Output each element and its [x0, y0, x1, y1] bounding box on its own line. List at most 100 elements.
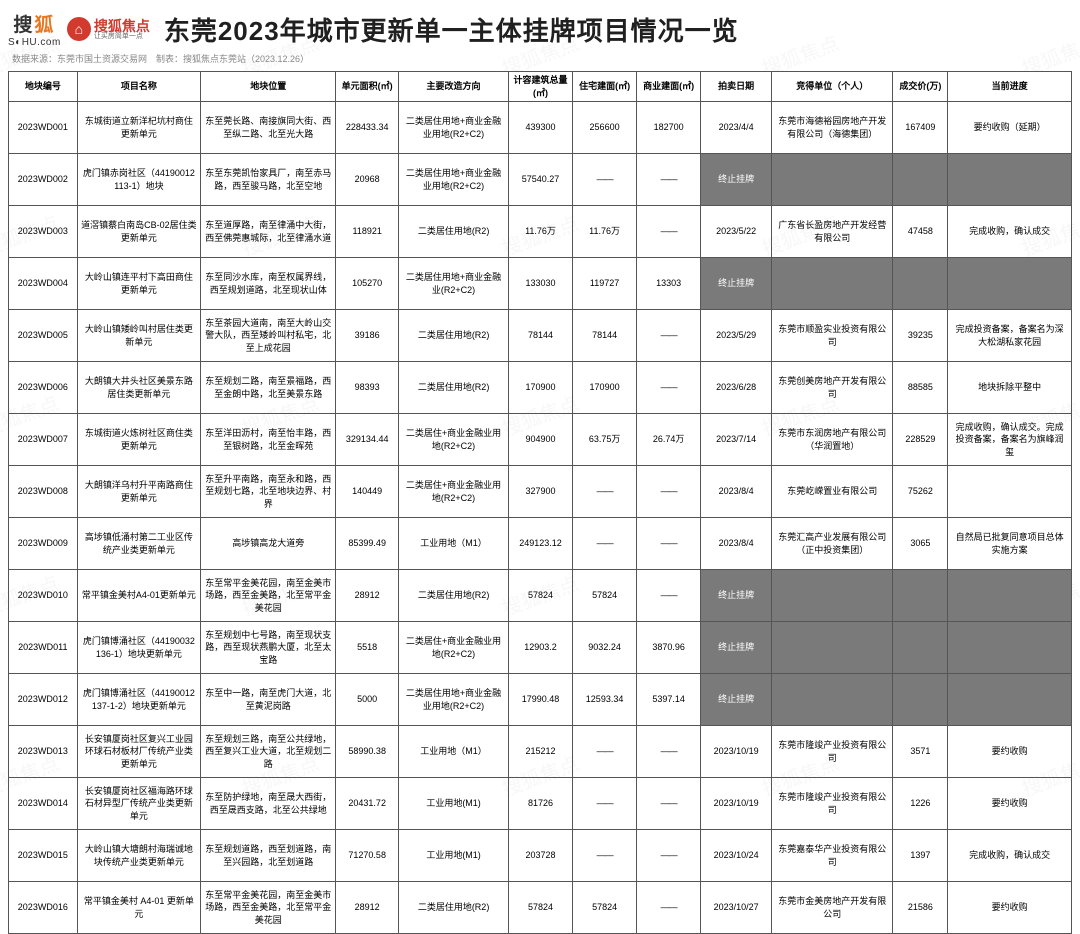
table-cell: 249123.12 — [508, 518, 572, 570]
table-cell: 133030 — [508, 258, 572, 310]
table-cell: 20431.72 — [336, 778, 399, 830]
table-cell: 要约收购 — [948, 778, 1072, 830]
table-cell: 2023WD001 — [9, 102, 78, 154]
table-cell: 2023WD008 — [9, 466, 78, 518]
table-cell: 虎门镇赤岗社区（44190012113-1）地块 — [77, 154, 201, 206]
table-cell: 二类居住用地+商业金融业用地(R2+C2) — [399, 674, 509, 726]
table-cell — [948, 570, 1072, 622]
table-cell: 东至道厚路，南至律涌中大街，西至佛莞惠城际，北至律涌水道 — [201, 206, 336, 258]
table-cell: 78144 — [508, 310, 572, 362]
data-table: 地块编号项目名称地块位置单元面积(㎡)主要改造方向计容建筑总量(㎡)住宅建面(㎡… — [8, 71, 1072, 934]
sohu-en: S◐HU.com — [8, 37, 61, 48]
table-cell: 完成收购，确认成交。完成投资备案，备案名为旗峰润玺 — [948, 414, 1072, 466]
table-cell: 140449 — [336, 466, 399, 518]
table-cell: 二类居住用地+商业金融业用地(R2+C2) — [399, 102, 509, 154]
table-cell: 5000 — [336, 674, 399, 726]
table-cell: 终止挂牌 — [701, 154, 772, 206]
table-cell: 完成收购，确认成交 — [948, 830, 1072, 882]
table-cell: 长安镇厦岗社区复兴工业园环球石材板材厂传统产业类更新单元 — [77, 726, 201, 778]
table-cell: 5518 — [336, 622, 399, 674]
table-row: 2023WD012虎门镇博涌社区（44190012137-1-2）地块更新单元东… — [9, 674, 1072, 726]
table-cell: 终止挂牌 — [701, 258, 772, 310]
table-cell: —— — [573, 726, 637, 778]
table-cell — [948, 622, 1072, 674]
logo-block: 搜狐 S◐HU.com ⌂ 搜狐焦点 让买房简单一点 — [8, 10, 150, 48]
table-row: 2023WD011虎门镇博涌社区（44190032136-1）地块更新单元东至规… — [9, 622, 1072, 674]
table-cell: —— — [637, 830, 701, 882]
table-cell: 东至同沙水库，南至权属界线，西至规划道路，北至现状山体 — [201, 258, 336, 310]
table-row: 2023WD009高埗镇低涌村第二工业区传统产业类更新单元高埗镇高龙大道旁853… — [9, 518, 1072, 570]
table-cell — [772, 570, 893, 622]
table-cell: 57824 — [508, 570, 572, 622]
table-cell: 2023WD014 — [9, 778, 78, 830]
table-cell: 大岭山镇连平村下高田商住更新单元 — [77, 258, 201, 310]
table-row: 2023WD016常平镇金美村 A4-01 更新单元东至常平金美花园，南至金美市… — [9, 882, 1072, 934]
table-cell: 203728 — [508, 830, 572, 882]
page-container: 搜狐 S◐HU.com ⌂ 搜狐焦点 让买房简单一点 东莞2023年城市更新单一… — [0, 0, 1080, 934]
table-cell: 东至规划二路，南至景福路，西至金朗中路，北至美景东路 — [201, 362, 336, 414]
table-cell: 要约收购 — [948, 882, 1072, 934]
table-row: 2023WD010常平镇金美村A4-01更新单元东至常平金美花园，南至金美市场路… — [9, 570, 1072, 622]
table-cell: 2023WD012 — [9, 674, 78, 726]
table-cell: 327900 — [508, 466, 572, 518]
table-cell: 3870.96 — [637, 622, 701, 674]
table-cell: 东莞市隆竣产业投资有限公司 — [772, 726, 893, 778]
table-cell: —— — [573, 778, 637, 830]
table-cell: 3065 — [893, 518, 948, 570]
table-cell: 71270.58 — [336, 830, 399, 882]
table-cell: 东莞市金美房地产开发有限公司 — [772, 882, 893, 934]
table-cell: 5397.14 — [637, 674, 701, 726]
table-cell — [893, 570, 948, 622]
table-cell: 大岭山镇矮岭叫村居住类更新单元 — [77, 310, 201, 362]
table-cell: 东至规划中七号路，南至现状支路，西至现状燕鹏大厦，北至太宝路 — [201, 622, 336, 674]
table-cell: 2023/10/19 — [701, 778, 772, 830]
col-header: 主要改造方向 — [399, 72, 509, 102]
table-cell: —— — [637, 466, 701, 518]
table-cell: 39235 — [893, 310, 948, 362]
table-cell: 常平镇金美村A4-01更新单元 — [77, 570, 201, 622]
table-cell: 工业用地（M1） — [399, 726, 509, 778]
table-cell: 58990.38 — [336, 726, 399, 778]
table-row: 2023WD005大岭山镇矮岭叫村居住类更新单元东至茶园大道南，南至大岭山交警大… — [9, 310, 1072, 362]
table-cell: 工业用地(M1) — [399, 830, 509, 882]
focus-logo: ⌂ 搜狐焦点 让买房简单一点 — [67, 17, 150, 41]
table-cell: 119727 — [573, 258, 637, 310]
table-cell: 东至常平金美花园，南至金美市场路，西至金美路，北至常平金美花园 — [201, 570, 336, 622]
table-cell: 二类居住+商业金融业用地(R2+C2) — [399, 466, 509, 518]
sohu-cn-1: 搜 — [13, 15, 34, 36]
table-cell: 要约收购 — [948, 726, 1072, 778]
table-cell: 17990.48 — [508, 674, 572, 726]
table-cell — [948, 154, 1072, 206]
table-cell: 自然局已批复同意项目总体实施方案 — [948, 518, 1072, 570]
table-cell: 二类居住+商业金融业用地(R2+C2) — [399, 414, 509, 466]
sohu-logo: 搜狐 S◐HU.com — [8, 10, 61, 48]
table-row: 2023WD002虎门镇赤岗社区（44190012113-1）地块东至东莞凯怡家… — [9, 154, 1072, 206]
col-header: 计容建筑总量(㎡) — [508, 72, 572, 102]
table-cell: 二类居住用地+商业金融业用地(R2+C2) — [399, 154, 509, 206]
table-cell: 228433.34 — [336, 102, 399, 154]
table-cell — [893, 674, 948, 726]
focus-slogan: 让买房简单一点 — [94, 33, 150, 40]
table-cell: 11.76万 — [573, 206, 637, 258]
table-cell: —— — [637, 154, 701, 206]
sohu-cn-2: 狐 — [34, 15, 55, 36]
table-cell: 2023WD007 — [9, 414, 78, 466]
table-cell: —— — [637, 570, 701, 622]
table-cell: —— — [637, 882, 701, 934]
table-cell: 2023WD011 — [9, 622, 78, 674]
table-cell: 167409 — [893, 102, 948, 154]
table-cell: 28912 — [336, 570, 399, 622]
table-cell: 88585 — [893, 362, 948, 414]
table-cell: 东莞市东润房地产有限公司（华润置地） — [772, 414, 893, 466]
table-cell: 13303 — [637, 258, 701, 310]
table-cell: 东至莞长路、南接旗同大街、西至纵二路、北至光大路 — [201, 102, 336, 154]
table-row: 2023WD003道滘镇蔡白南岛CB-02居住类更新单元东至道厚路，南至律涌中大… — [9, 206, 1072, 258]
col-header: 成交价(万) — [893, 72, 948, 102]
table-cell: 2023/5/29 — [701, 310, 772, 362]
table-cell: 东至中一路，南至虎门大道，北至黄泥岗路 — [201, 674, 336, 726]
table-cell: 2023WD004 — [9, 258, 78, 310]
house-icon: ⌂ — [67, 17, 91, 41]
col-header: 商业建面(㎡) — [637, 72, 701, 102]
table-cell: 二类居住用地(R2) — [399, 206, 509, 258]
table-cell: —— — [573, 518, 637, 570]
